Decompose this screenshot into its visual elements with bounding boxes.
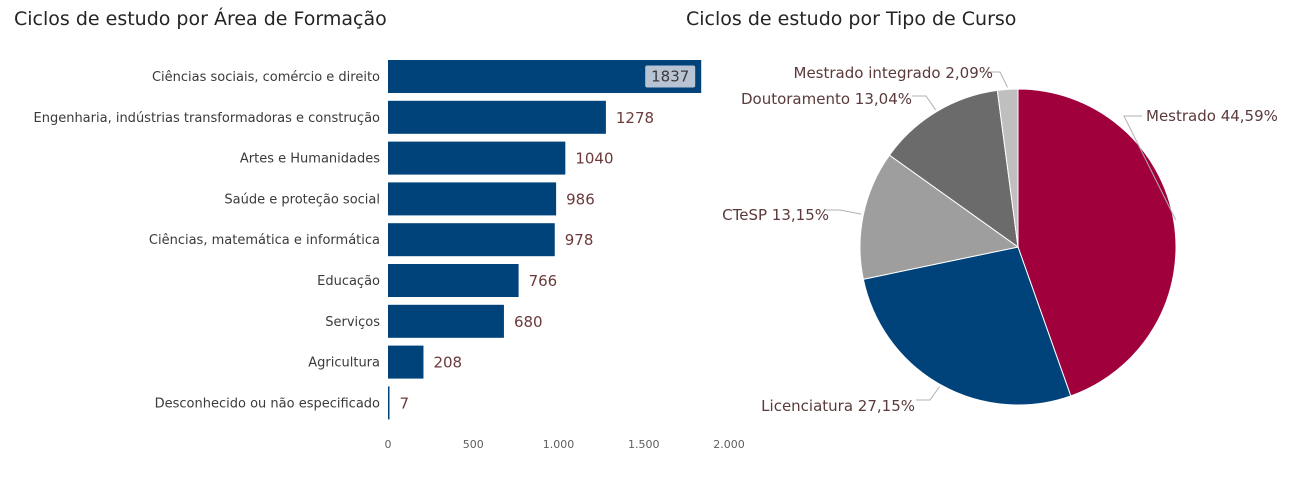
value-label: 1040	[575, 150, 613, 168]
value-label: 1837	[651, 68, 689, 86]
slice-label: CTeSP 13,15%	[722, 206, 829, 224]
x-tick-label: 2.000	[713, 438, 745, 451]
bar[interactable]	[388, 182, 557, 216]
pie-slice[interactable]	[888, 89, 1019, 249]
bar[interactable]	[388, 386, 390, 420]
bar[interactable]	[388, 264, 519, 297]
value-label: 208	[433, 354, 462, 372]
value-label: 7	[400, 394, 410, 412]
category-label: Ciências, matemática e informática	[149, 233, 380, 248]
bar-chart: Ciências sociais, comércio e direito 1837…	[34, 60, 745, 451]
value-label: 978	[565, 231, 594, 249]
value-label: 680	[514, 313, 543, 331]
bar[interactable]	[388, 345, 424, 379]
pie-slice[interactable]	[859, 154, 1020, 280]
value-label-highlight	[645, 65, 696, 88]
bar[interactable]	[388, 304, 504, 338]
slice-label: Mestrado integrado 2,09%	[794, 64, 993, 82]
pie-chart-title: Ciclos de estudo por Tipo de Curso	[686, 8, 1017, 30]
category-label: Ciências sociais, comércio e direito	[152, 70, 380, 85]
leader-line	[986, 71, 1008, 88]
x-tick-label: 1.000	[543, 438, 575, 451]
category-label: Engenharia, indústrias transformadoras e…	[34, 111, 381, 126]
category-label: Serviços	[325, 315, 380, 330]
category-label: Saúde e proteção social	[224, 192, 380, 207]
x-tick-label: 500	[463, 438, 484, 451]
category-label: Agricultura	[308, 356, 380, 371]
leader-line	[826, 209, 862, 215]
leader-line	[916, 386, 941, 401]
slice-label: Licenciatura 27,15%	[761, 397, 915, 415]
slice-label: Doutoramento 13,04%	[741, 90, 912, 108]
pie-slice[interactable]	[996, 88, 1019, 248]
pie-slice[interactable]	[862, 246, 1072, 406]
value-label: 1278	[616, 109, 654, 127]
category-label: Artes e Humanidades	[240, 152, 380, 167]
leader-line	[1123, 115, 1177, 221]
pie-slice[interactable]	[1017, 88, 1177, 397]
bar[interactable]	[388, 100, 606, 134]
bar-chart-title: Ciclos de estudo por Área de Formação	[14, 8, 387, 30]
pie-chart: Mestrado 44,59% Licenciatura 27,15% CTeSP …	[722, 64, 1278, 415]
value-label: 766	[529, 272, 558, 290]
leader-line	[912, 95, 937, 111]
x-tick-label: 1.500	[628, 438, 660, 451]
category-label: Educação	[317, 274, 380, 289]
bar[interactable]	[388, 141, 566, 175]
value-label: 986	[566, 190, 595, 208]
x-tick-label: 0	[385, 438, 392, 451]
bar[interactable]	[388, 223, 555, 257]
category-label: Desconhecido ou não especificado	[155, 396, 380, 411]
slice-label: Mestrado 44,59%	[1146, 107, 1278, 125]
